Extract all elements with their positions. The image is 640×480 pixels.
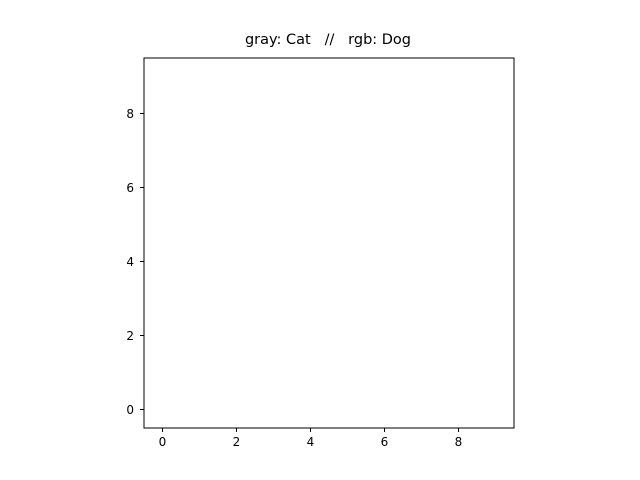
- x-tick-label: 2: [233, 435, 241, 449]
- y-tick-label: 8: [126, 107, 134, 121]
- y-tick-label: 0: [126, 403, 134, 417]
- x-tick-label: 0: [159, 435, 167, 449]
- x-tick-label: 4: [307, 435, 315, 449]
- axes-frame: [143, 57, 515, 429]
- x-tick-label: 8: [455, 435, 463, 449]
- x-tick-label: 6: [381, 435, 389, 449]
- axis-ticks: 0 2 4 6 8 0 2 4 6 8: [126, 107, 462, 449]
- y-tick-label: 6: [126, 181, 134, 195]
- y-tick-label: 2: [126, 329, 134, 343]
- y-tick-label: 4: [126, 255, 134, 269]
- chart-title: gray: Cat // rgb: Dog: [244, 32, 412, 48]
